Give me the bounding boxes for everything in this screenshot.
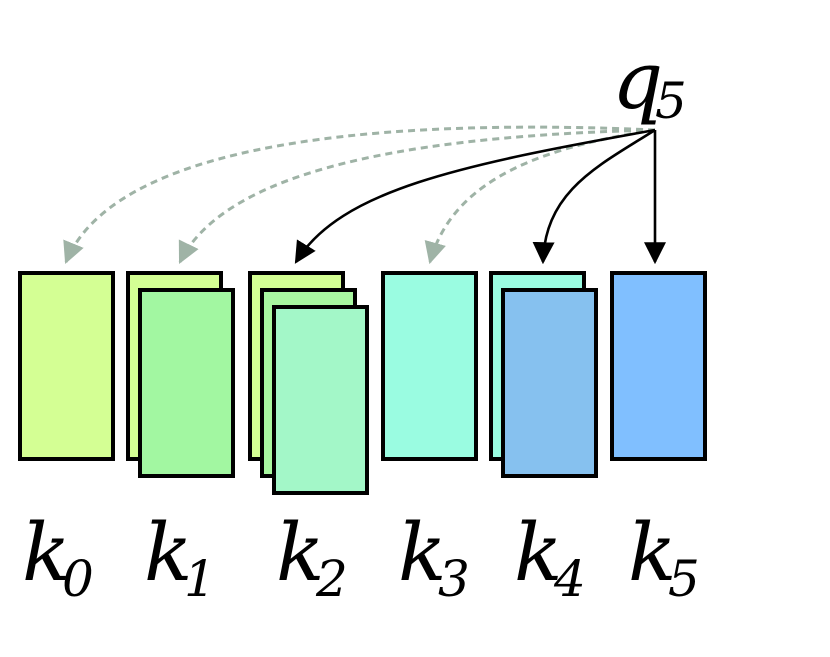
- key-k4-block: [489, 271, 598, 478]
- query-label: q 5: [612, 34, 687, 130]
- key-label-k2-base: k: [276, 506, 324, 599]
- arrow-q5-to-k0: [63, 125, 656, 265]
- k1-card-front: [138, 288, 235, 478]
- arrow-q5-to-k1: [178, 128, 656, 264]
- k3-card: [381, 271, 478, 461]
- key-label-k0-base: k: [22, 506, 70, 599]
- key-label-k4: k 4: [514, 506, 586, 608]
- key-label-k3-sub: 3: [438, 550, 470, 608]
- k5-card: [610, 271, 707, 461]
- arrow-q5-to-k2: [294, 128, 656, 264]
- key-label-k1: k 1: [144, 506, 216, 608]
- solid-arrows: [294, 128, 666, 265]
- key-label-k1-sub: 1: [184, 550, 216, 608]
- key-k5-block: [610, 271, 707, 461]
- query-label-base: q: [612, 34, 663, 127]
- k4-card-front: [501, 288, 598, 478]
- key-label-k2: k 2: [276, 506, 348, 608]
- key-label-k0-sub: 0: [62, 550, 94, 608]
- key-k1-block: [126, 271, 235, 478]
- key-label-k3: k 3: [398, 506, 470, 608]
- key-label-k5: k 5: [628, 506, 700, 608]
- key-label-k1-base: k: [144, 506, 192, 599]
- arrow-q5-to-k4: [532, 128, 656, 265]
- key-label-k4-sub: 4: [553, 550, 586, 608]
- key-k3-block: [381, 271, 478, 461]
- key-label-k2-sub: 2: [315, 550, 348, 608]
- k0-card: [18, 271, 115, 461]
- k2-card-front: [272, 305, 369, 495]
- key-label-k5-sub: 5: [668, 550, 700, 608]
- key-labels: k 0 k 1 k 2 k 3 k 4 k 5: [22, 506, 700, 608]
- key-label-k0: k 0: [22, 506, 94, 608]
- query-label-sub: 5: [655, 72, 687, 130]
- key-label-k4-base: k: [514, 506, 562, 599]
- key-k2-block: [248, 271, 369, 495]
- key-label-k5-base: k: [628, 506, 676, 599]
- key-k0-block: [18, 271, 115, 461]
- key-label-k3-base: k: [398, 506, 446, 599]
